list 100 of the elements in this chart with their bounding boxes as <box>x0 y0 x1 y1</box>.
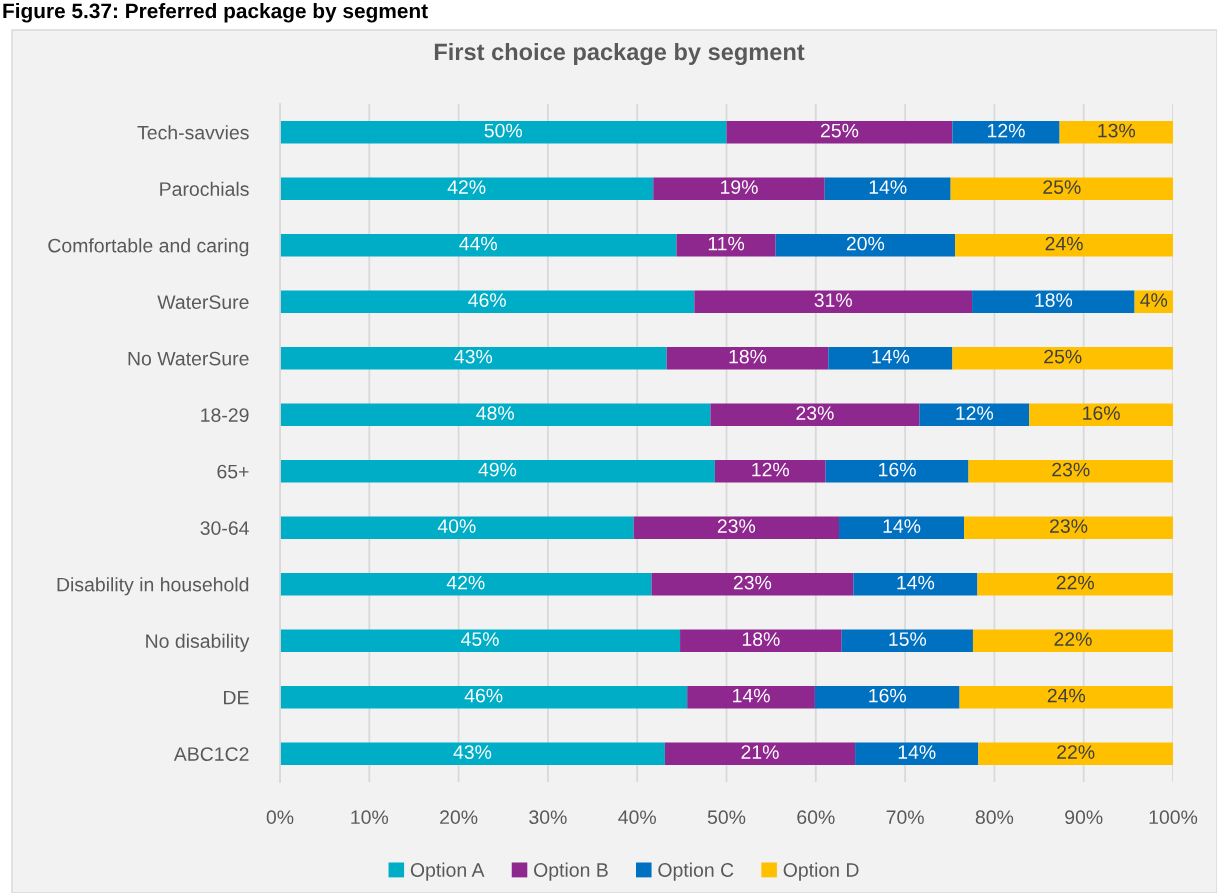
chart-title: First choice package by segment <box>434 42 805 66</box>
x-tick-label: 0% <box>266 810 294 825</box>
bar <box>1029 403 1173 427</box>
legend-label: Option C <box>658 862 734 881</box>
data-label: 43% <box>453 745 492 759</box>
data-label: 49% <box>478 462 517 477</box>
bar <box>855 742 979 766</box>
bar <box>280 516 634 540</box>
x-tick-label: 90% <box>1065 810 1103 825</box>
data-label: 23% <box>796 406 834 420</box>
data-label: 16% <box>869 688 907 703</box>
bar <box>952 120 1060 144</box>
data-label: 4% <box>1140 293 1168 307</box>
data-label: 14% <box>897 575 935 590</box>
bar <box>972 290 1135 314</box>
data-label: 24% <box>1045 236 1083 251</box>
data-label: 14% <box>883 519 921 533</box>
data-label: 18% <box>1035 293 1073 307</box>
legend-label: Option B <box>534 862 608 881</box>
bar <box>959 685 1173 709</box>
bar <box>825 459 969 483</box>
x-tick-label: 70% <box>886 810 924 825</box>
data-label: 45% <box>461 632 499 646</box>
data-label: 42% <box>447 180 486 194</box>
bar <box>977 572 1173 596</box>
bar <box>972 629 1173 653</box>
data-label: 25% <box>1043 180 1081 194</box>
bar <box>680 629 842 653</box>
data-label: 12% <box>752 462 790 477</box>
bar <box>841 629 973 653</box>
bar <box>633 516 840 540</box>
y-tick-label: Tech-savvies <box>137 125 249 140</box>
y-tick-label: DE <box>224 690 249 705</box>
x-tick-label: 20% <box>440 810 478 825</box>
y-tick-label: ABC1C2 <box>173 747 249 761</box>
data-label: 44% <box>459 236 498 251</box>
data-label: 18% <box>729 349 767 364</box>
bar <box>726 120 953 144</box>
data-label: 48% <box>476 406 514 420</box>
x-tick-label: 60% <box>797 810 835 825</box>
bar <box>950 177 1173 201</box>
data-label: 22% <box>1054 632 1092 646</box>
bar <box>919 403 1030 427</box>
data-label: 46% <box>464 688 503 703</box>
bar <box>280 177 654 201</box>
bar <box>651 572 854 596</box>
data-label: 14% <box>872 349 910 364</box>
data-label: 16% <box>1083 406 1120 420</box>
bar <box>280 629 681 653</box>
bar <box>280 742 665 766</box>
data-label: 50% <box>484 123 523 138</box>
data-label: 31% <box>814 293 852 307</box>
data-label: 15% <box>889 632 927 646</box>
legend-label: Option A <box>410 862 485 881</box>
bar <box>280 459 715 483</box>
x-tick-label: 100% <box>1149 810 1198 825</box>
data-label: 25% <box>1044 349 1082 364</box>
bar <box>280 233 677 257</box>
x-tick-label: 40% <box>618 810 656 825</box>
data-label: 19% <box>721 180 758 194</box>
data-label: 21% <box>741 745 779 759</box>
y-tick-label: WaterSure <box>157 295 249 309</box>
y-tick-label: 18-29 <box>201 408 249 422</box>
y-tick-label: 65+ <box>217 464 249 479</box>
data-label: 23% <box>1052 462 1090 477</box>
bar <box>664 742 856 766</box>
bar <box>280 346 667 370</box>
data-label: 18% <box>742 632 780 646</box>
bar <box>952 346 1173 370</box>
bar <box>824 177 951 201</box>
data-label: 20% <box>846 236 885 251</box>
data-label: 40% <box>437 519 476 533</box>
data-label: 24% <box>1047 688 1086 703</box>
y-tick-label: No disability <box>146 633 250 652</box>
bar <box>978 742 1173 766</box>
caption: Figure 5.37: Preferred package by segment <box>3 3 428 23</box>
bar <box>280 572 652 596</box>
bar <box>955 233 1173 257</box>
bar <box>694 290 973 314</box>
bar <box>666 346 829 370</box>
data-label: 16% <box>879 462 916 477</box>
bar <box>828 346 953 370</box>
bar <box>687 685 815 709</box>
data-label: 43% <box>454 349 493 364</box>
data-label: 12% <box>956 406 994 420</box>
y-tick-label: Parochials <box>160 181 249 196</box>
x-tick-label: 80% <box>975 810 1014 825</box>
bar <box>710 403 920 427</box>
bar <box>839 516 965 540</box>
bar <box>853 572 978 596</box>
x-tick-label: 10% <box>351 810 389 825</box>
bar <box>1059 120 1173 144</box>
bar <box>280 685 688 709</box>
x-tick-label: 30% <box>529 810 567 825</box>
bar <box>964 516 1173 540</box>
data-label: 13% <box>1098 123 1136 138</box>
bar <box>280 120 727 144</box>
bar <box>653 177 825 201</box>
y-tick-label: Disability in household <box>57 577 249 596</box>
data-label: 23% <box>1050 519 1088 533</box>
